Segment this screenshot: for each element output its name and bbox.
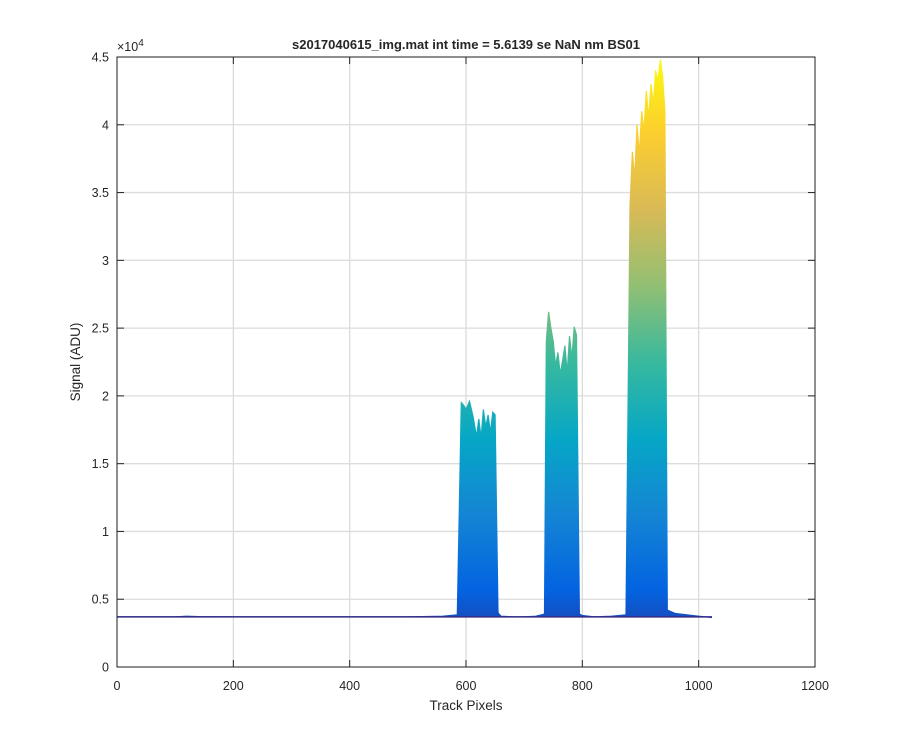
y-tick-label: 3: [102, 254, 109, 268]
y-tick-label: 3.5: [92, 186, 109, 200]
x-tick-label: 200: [223, 679, 244, 693]
y-tick-label: 2: [102, 389, 109, 403]
axes-layer: 0 200 400 600 800 1000 1200 0 0.5 1 1.5 2 2.5 3 3.5 4 4.…: [92, 51, 829, 694]
x-tick-label: 1200: [801, 679, 829, 693]
y-tick-label: 0.5: [92, 593, 109, 607]
y-tick-label: 1.5: [92, 457, 109, 471]
y-tick-label: 0: [102, 661, 109, 675]
x-tick-label: 600: [456, 679, 477, 693]
y-exponent-power: 4: [138, 38, 144, 49]
y-axis-exponent-label: ×104: [117, 38, 144, 54]
x-axis-label: Track Pixels: [429, 698, 502, 713]
y-exponent-base: ×10: [117, 40, 138, 54]
y-tick-label: 4: [102, 118, 109, 132]
y-tick-label: 4.5: [92, 51, 109, 65]
x-tick-label: 800: [572, 679, 593, 693]
data-layer: [117, 59, 713, 619]
y-tick-label: 1: [102, 525, 109, 539]
x-tick-label: 0: [114, 679, 121, 693]
chart-title: s2017040615_img.mat int time = 5.6139 se…: [292, 37, 640, 52]
x-tick-label: 1000: [685, 679, 713, 693]
signal-trace: [117, 59, 713, 619]
y-tick-label: 2.5: [92, 322, 109, 336]
y-axis-label: Signal (ADU): [68, 323, 83, 402]
x-tick-label: 400: [339, 679, 360, 693]
signal-area: [117, 59, 712, 618]
